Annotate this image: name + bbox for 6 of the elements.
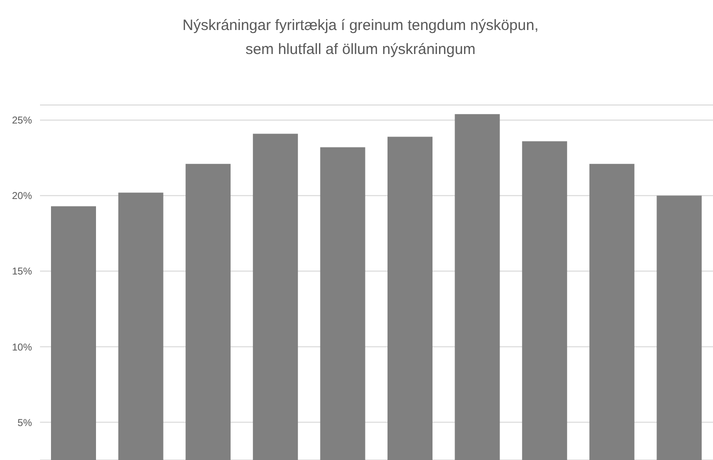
chart-title: Nýskráningar fyrirtækja í greinum tengdum nýsköpun, sem hlutfall af öllum nýskráningum xyxy=(182,16,540,60)
y-tick-label: 15% xyxy=(12,266,32,278)
y-tick-label: 25% xyxy=(12,116,32,127)
y-tick-label: 10% xyxy=(12,342,32,354)
y-tick-label: 5% xyxy=(18,418,32,429)
y-tick-label: 20% xyxy=(12,191,32,202)
